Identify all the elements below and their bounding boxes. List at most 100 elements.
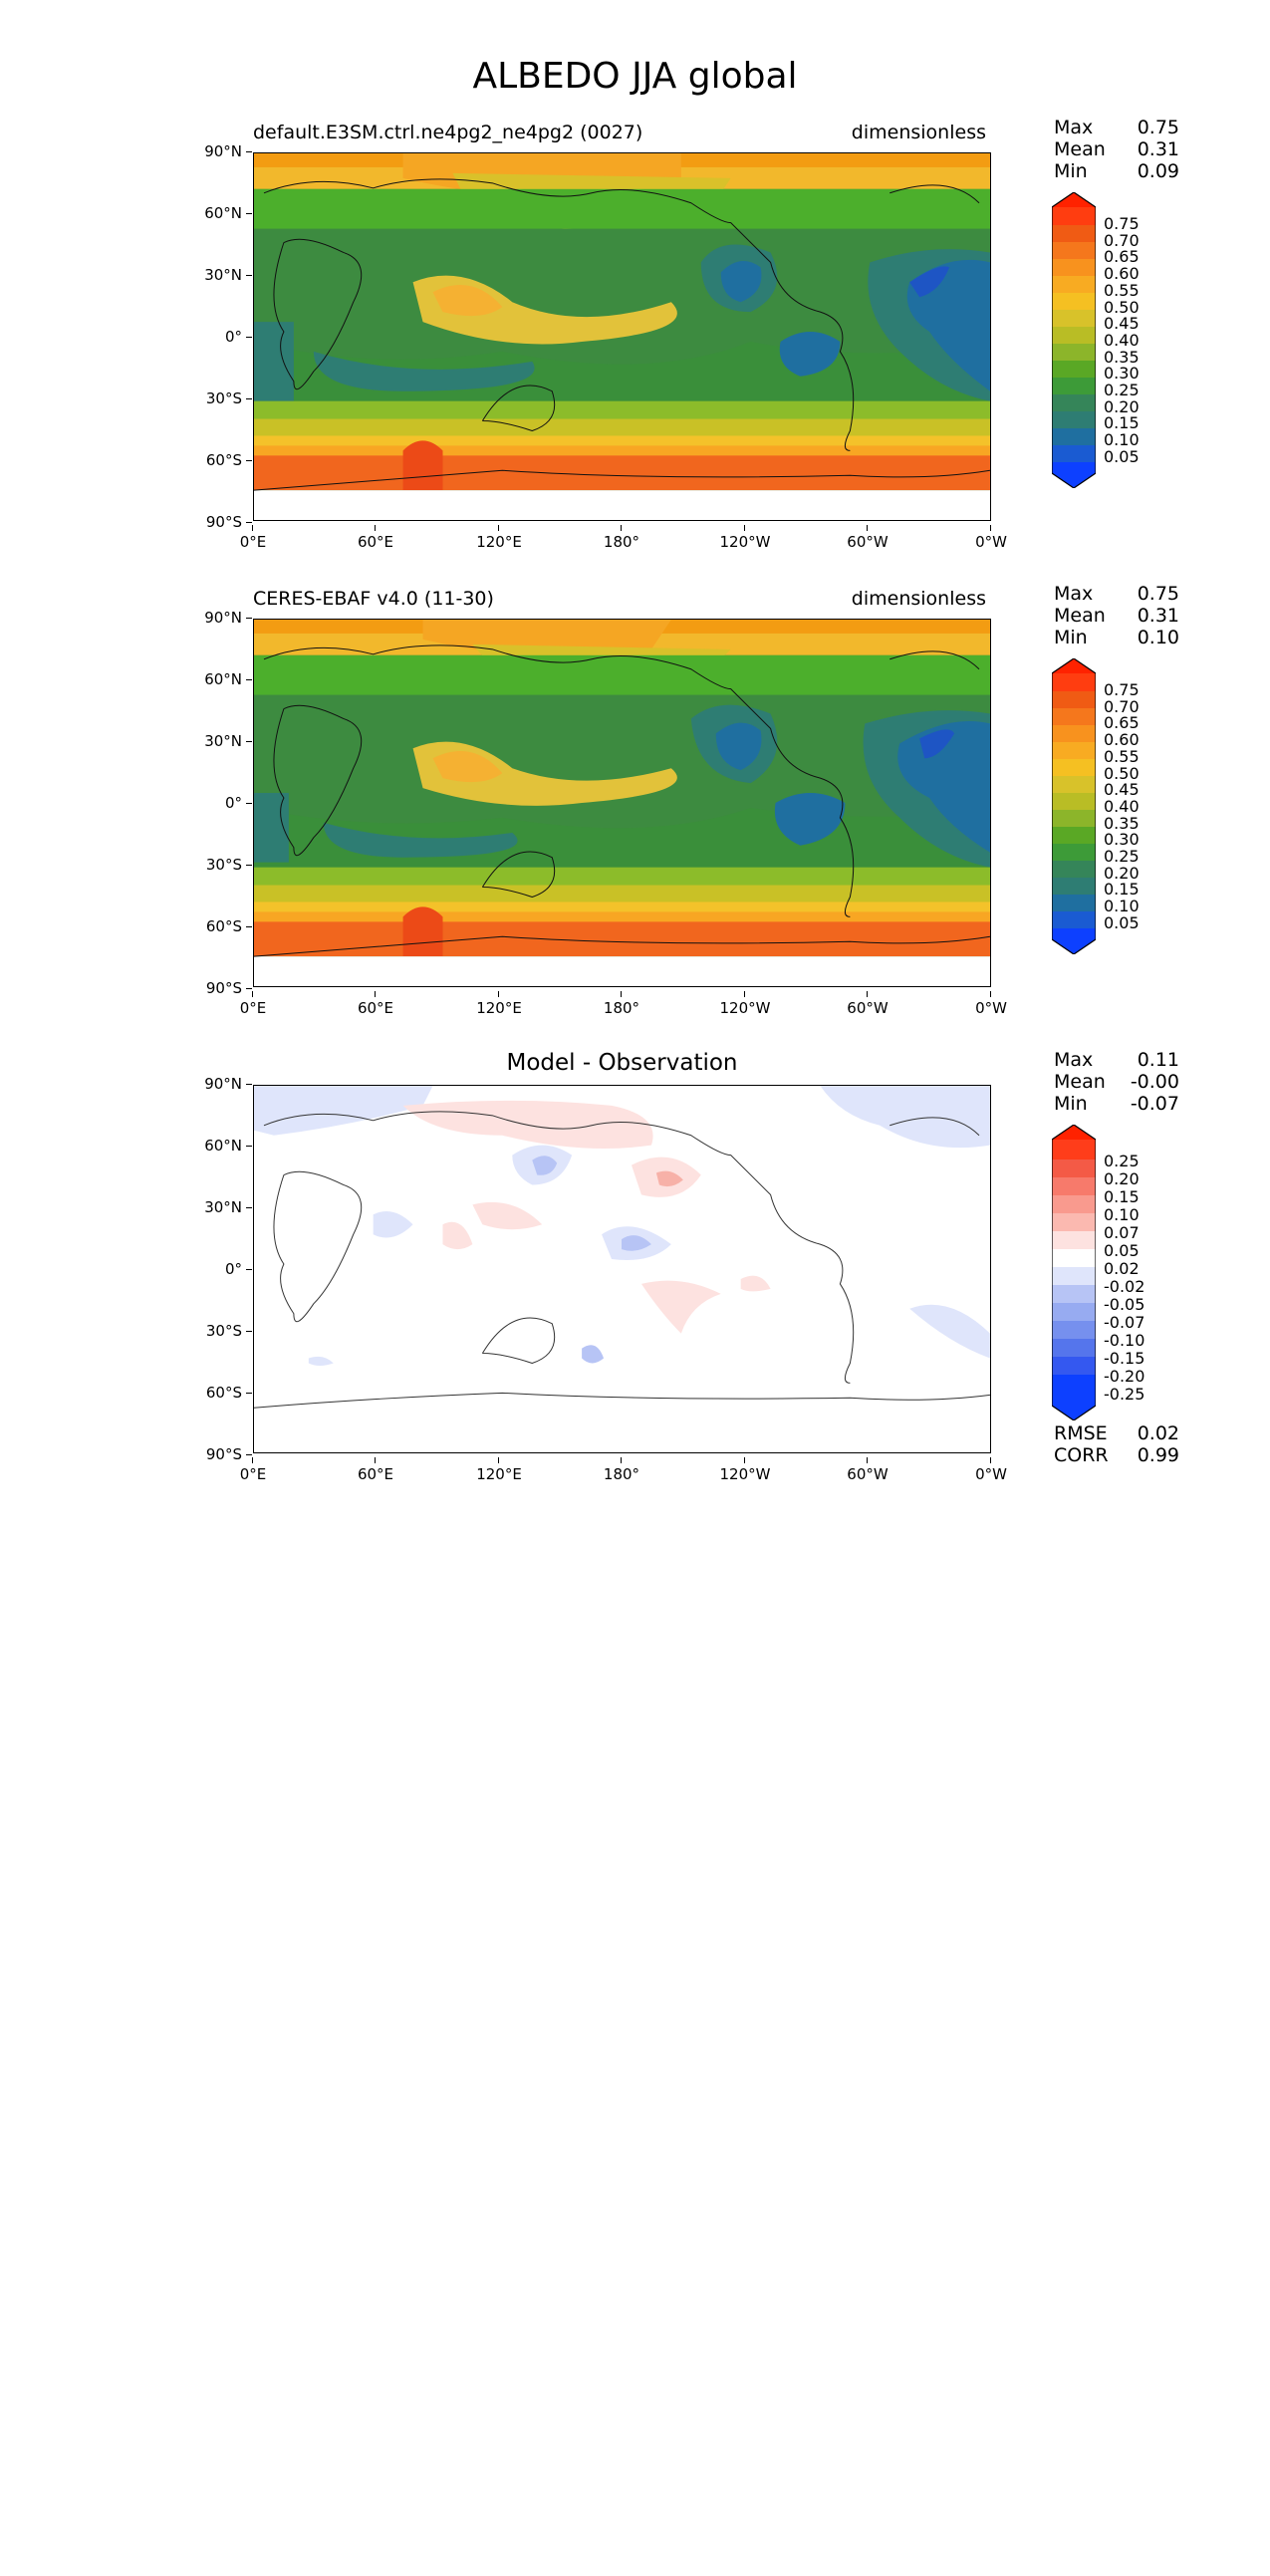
metric-label: CORR bbox=[1054, 1444, 1109, 1466]
ytick: 30°N bbox=[192, 1198, 252, 1216]
cbar-label: 0.70 bbox=[1104, 696, 1140, 716]
cbar-label: 0.45 bbox=[1104, 314, 1140, 334]
xtick: 120°E bbox=[469, 1457, 529, 1483]
xtick: 120°W bbox=[715, 1457, 775, 1483]
xtick: 0°E bbox=[223, 1457, 283, 1483]
cbar-label: 0.35 bbox=[1104, 813, 1140, 833]
map-difference bbox=[253, 1085, 991, 1453]
panel-units: dimensionless bbox=[851, 122, 986, 143]
ytick: 60°S bbox=[192, 451, 252, 469]
cbar-label: 0.15 bbox=[1104, 1187, 1140, 1206]
xtick: 60°E bbox=[346, 1457, 405, 1483]
colorbar-observation bbox=[1052, 658, 1096, 954]
cbar-label: 0.60 bbox=[1104, 264, 1140, 284]
cbar-label: 0.07 bbox=[1104, 1223, 1140, 1242]
colorbar-difference bbox=[1052, 1125, 1096, 1420]
ytick: 90°N bbox=[192, 1075, 252, 1093]
stat-label: Max bbox=[1054, 117, 1094, 138]
stat-value: 0.75 bbox=[1137, 583, 1179, 605]
stat-value: 0.75 bbox=[1137, 117, 1179, 138]
cbar-label: 0.10 bbox=[1104, 897, 1140, 916]
stat-value: 0.31 bbox=[1137, 138, 1179, 160]
stat-value: -0.00 bbox=[1130, 1071, 1179, 1093]
cbar-label: 0.30 bbox=[1104, 364, 1140, 384]
stat-value: 0.11 bbox=[1137, 1049, 1179, 1071]
colorbar-model bbox=[1052, 192, 1096, 488]
stat-label: Min bbox=[1054, 627, 1088, 648]
metric-value: 0.02 bbox=[1137, 1422, 1179, 1444]
ytick: 30°S bbox=[192, 856, 252, 874]
cbar-label: 0.25 bbox=[1104, 1152, 1140, 1170]
cbar-label: -0.10 bbox=[1104, 1331, 1145, 1350]
cbar-label: 0.40 bbox=[1104, 330, 1140, 350]
xtick: 120°W bbox=[715, 991, 775, 1017]
cbar-label: -0.15 bbox=[1104, 1349, 1145, 1368]
figure-title: ALBEDO JJA global bbox=[472, 56, 798, 97]
stat-label: Min bbox=[1054, 1093, 1088, 1115]
cbar-label: 0.50 bbox=[1104, 763, 1140, 783]
xtick: 120°E bbox=[469, 525, 529, 551]
panel-units: dimensionless bbox=[851, 588, 986, 610]
stat-label: Min bbox=[1054, 160, 1088, 182]
map-observation bbox=[253, 619, 991, 987]
xtick: 180° bbox=[592, 991, 651, 1017]
xtick: 60°W bbox=[838, 991, 897, 1017]
cbar-label: -0.20 bbox=[1104, 1367, 1145, 1386]
metric-label: RMSE bbox=[1054, 1422, 1108, 1444]
ytick: 30°N bbox=[192, 732, 252, 750]
cbar-label: 0.75 bbox=[1104, 214, 1140, 233]
ytick: 0° bbox=[192, 1260, 252, 1278]
panel-observation: CERES-EBAF v4.0 (11-30) dimensionless bbox=[0, 466, 1270, 2110]
xtick: 0°W bbox=[961, 525, 1021, 551]
cbar-label: 0.30 bbox=[1104, 830, 1140, 850]
ytick: 90°S bbox=[192, 979, 252, 997]
xtick: 60°W bbox=[838, 1457, 897, 1483]
stat-label: Mean bbox=[1054, 1071, 1106, 1093]
xtick: 180° bbox=[592, 1457, 651, 1483]
ytick: 90°N bbox=[192, 142, 252, 160]
xtick: 180° bbox=[592, 525, 651, 551]
ytick: 0° bbox=[192, 794, 252, 812]
panel-title-left: CERES-EBAF v4.0 (11-30) bbox=[253, 588, 494, 610]
cbar-label: 0.10 bbox=[1104, 1205, 1140, 1224]
stat-label: Max bbox=[1054, 1049, 1094, 1071]
cbar-label: 0.10 bbox=[1104, 430, 1140, 450]
ytick: 90°N bbox=[192, 609, 252, 627]
ytick: 60°S bbox=[192, 1384, 252, 1402]
cbar-label: 0.65 bbox=[1104, 713, 1140, 733]
ytick: 30°S bbox=[192, 389, 252, 407]
cbar-label: 0.35 bbox=[1104, 347, 1140, 367]
cbar-label: -0.07 bbox=[1104, 1313, 1145, 1332]
metrics-box: RMSE 0.02 CORR 0.99 bbox=[1054, 1422, 1179, 1466]
panel-difference: Model - Observation bbox=[0, 932, 1270, 2576]
cbar-label: 0.20 bbox=[1104, 396, 1140, 416]
xtick: 0°E bbox=[223, 525, 283, 551]
cbar-label: 0.20 bbox=[1104, 863, 1140, 883]
cbar-label: -0.05 bbox=[1104, 1295, 1145, 1314]
cbar-label: 0.05 bbox=[1104, 446, 1140, 466]
xtick: 60°E bbox=[346, 991, 405, 1017]
xtick: 0°W bbox=[961, 1457, 1021, 1483]
ytick: 60°N bbox=[192, 204, 252, 222]
ytick: 30°N bbox=[192, 266, 252, 284]
stat-value: 0.31 bbox=[1137, 605, 1179, 627]
cbar-label: 0.15 bbox=[1104, 880, 1140, 900]
metric-value: 0.99 bbox=[1137, 1444, 1179, 1466]
stat-label: Mean bbox=[1054, 138, 1106, 160]
stat-value: -0.07 bbox=[1130, 1093, 1179, 1115]
xtick: 60°E bbox=[346, 525, 405, 551]
cbar-label: 0.75 bbox=[1104, 680, 1140, 699]
cbar-label: -0.02 bbox=[1104, 1277, 1145, 1296]
ytick: 90°S bbox=[192, 513, 252, 531]
stat-value: 0.09 bbox=[1137, 160, 1179, 182]
xtick: 120°E bbox=[469, 991, 529, 1017]
panel-title: Model - Observation bbox=[506, 1050, 738, 1076]
cbar-label: 0.15 bbox=[1104, 413, 1140, 433]
cbar-label: 0.05 bbox=[1104, 1241, 1140, 1260]
xtick: 60°W bbox=[838, 525, 897, 551]
stats-box: Max 0.75 Mean 0.31 Min 0.09 bbox=[1054, 117, 1179, 182]
stats-box: Max 0.11 Mean -0.00 Min -0.07 bbox=[1054, 1049, 1179, 1115]
ytick: 60°S bbox=[192, 917, 252, 935]
xtick: 0°E bbox=[223, 991, 283, 1017]
cbar-label: 0.20 bbox=[1104, 1169, 1140, 1188]
